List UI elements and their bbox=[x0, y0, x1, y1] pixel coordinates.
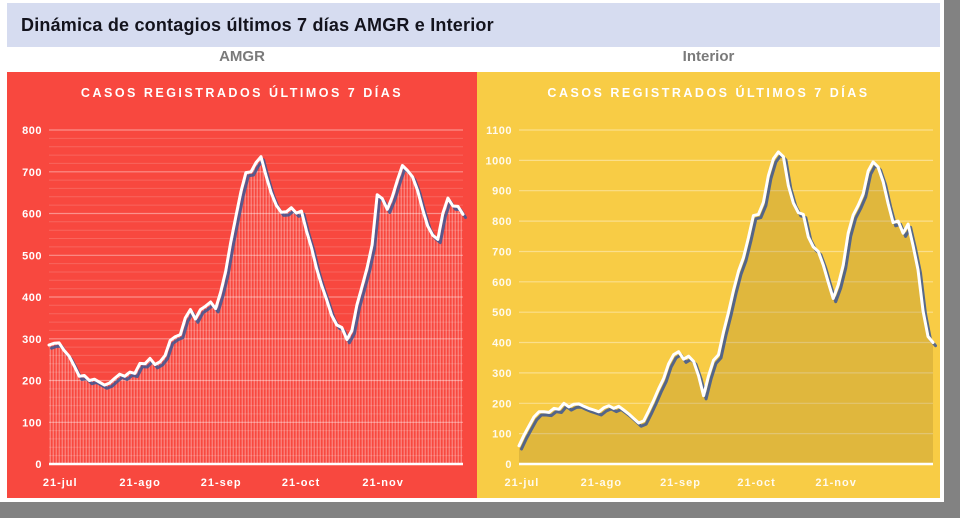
svg-text:900: 900 bbox=[492, 186, 512, 198]
svg-text:21-nov: 21-nov bbox=[362, 477, 403, 489]
svg-text:21-sep: 21-sep bbox=[201, 477, 242, 489]
svg-text:0: 0 bbox=[505, 459, 512, 471]
svg-text:700: 700 bbox=[492, 247, 512, 259]
region-label-interior: Interior bbox=[682, 48, 735, 65]
series-area bbox=[49, 156, 463, 464]
interior-chart-svg: 0 100 200 300 400 500 600 700 800 900 1000 1100 21-j… bbox=[486, 125, 937, 489]
title-bar: Dinámica de contagios últimos 7 días AMG… bbox=[7, 3, 940, 47]
svg-text:200: 200 bbox=[22, 376, 42, 388]
svg-text:800: 800 bbox=[22, 125, 42, 137]
svg-text:21-jul: 21-jul bbox=[505, 477, 540, 489]
amgr-panel: CASOS REGISTRADOS ÚLTIMOS 7 DÍAS 0 100 200… bbox=[7, 72, 477, 498]
svg-text:300: 300 bbox=[492, 368, 512, 380]
right-strip bbox=[944, 0, 960, 518]
svg-text:21-sep: 21-sep bbox=[660, 477, 701, 489]
interior-chart-title: CASOS REGISTRADOS ÚLTIMOS 7 DÍAS bbox=[547, 86, 870, 100]
series-area bbox=[519, 151, 933, 464]
svg-text:300: 300 bbox=[22, 334, 42, 346]
svg-text:500: 500 bbox=[492, 307, 512, 319]
interior-panel: CASOS REGISTRADOS ÚLTIMOS 7 DÍAS 0 100 200… bbox=[477, 72, 940, 498]
svg-text:500: 500 bbox=[22, 250, 42, 262]
svg-text:21-ago: 21-ago bbox=[119, 477, 160, 489]
bottom-strip bbox=[0, 502, 960, 518]
svg-text:21-oct: 21-oct bbox=[282, 477, 320, 489]
interior-chart: 0 100 200 300 400 500 600 700 800 900 1000 1100 21-j… bbox=[477, 112, 940, 507]
svg-text:100: 100 bbox=[492, 429, 512, 441]
page-title: Dinámica de contagios últimos 7 días AMG… bbox=[21, 14, 494, 35]
svg-text:400: 400 bbox=[22, 292, 42, 304]
svg-text:600: 600 bbox=[22, 209, 42, 221]
svg-text:0: 0 bbox=[35, 459, 42, 471]
svg-text:600: 600 bbox=[492, 277, 512, 289]
svg-text:21-jul: 21-jul bbox=[43, 477, 78, 489]
svg-text:200: 200 bbox=[492, 398, 512, 410]
svg-text:21-nov: 21-nov bbox=[815, 477, 856, 489]
series-line bbox=[47, 155, 465, 387]
region-label-amgr: AMGR bbox=[219, 48, 265, 65]
svg-text:100: 100 bbox=[22, 417, 42, 429]
series-shadow bbox=[520, 153, 937, 451]
svg-text:21-oct: 21-oct bbox=[737, 477, 775, 489]
svg-text:1000: 1000 bbox=[486, 155, 512, 167]
amgr-chart: 0 100 200 300 400 500 600 700 800 21-jul 21-ago 21-… bbox=[7, 112, 477, 507]
svg-text:400: 400 bbox=[492, 338, 512, 350]
svg-text:700: 700 bbox=[22, 167, 42, 179]
series-line bbox=[517, 150, 935, 448]
series-shadow bbox=[50, 158, 467, 390]
region-label-band: AMGR Interior bbox=[0, 47, 940, 72]
svg-text:21-ago: 21-ago bbox=[581, 477, 622, 489]
amgr-chart-svg: 0 100 200 300 400 500 600 700 800 21-jul 21-ago 21-… bbox=[22, 125, 467, 489]
svg-text:1100: 1100 bbox=[486, 125, 512, 137]
svg-text:800: 800 bbox=[492, 216, 512, 228]
amgr-chart-title: CASOS REGISTRADOS ÚLTIMOS 7 DÍAS bbox=[80, 86, 404, 100]
